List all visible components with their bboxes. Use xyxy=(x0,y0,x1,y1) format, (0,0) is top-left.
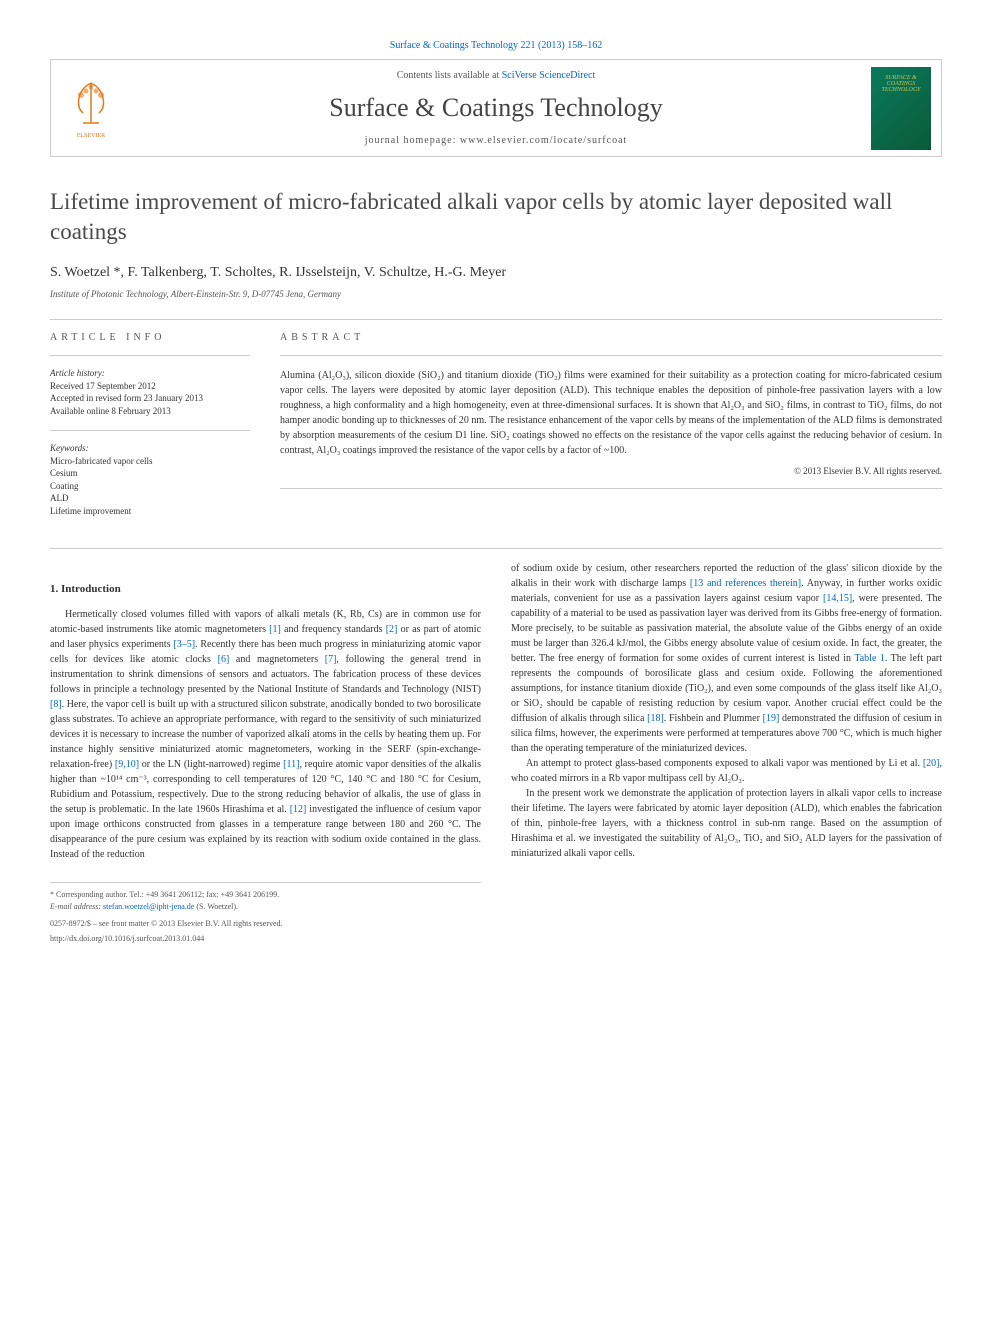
authors-text: S. Woetzel *, F. Talkenberg, T. Scholtes… xyxy=(50,265,506,280)
divider xyxy=(280,355,942,356)
divider xyxy=(50,548,942,549)
ref-link[interactable]: [14,15] xyxy=(823,593,852,604)
history-label: Article history: xyxy=(50,368,250,378)
ref-link[interactable]: [7] xyxy=(325,654,337,665)
contents-available-line: Contents lists available at SciVerse Sci… xyxy=(131,70,861,81)
abstract-copyright: © 2013 Elsevier B.V. All rights reserved… xyxy=(280,466,942,476)
ref-link[interactable]: [13 and references therein] xyxy=(690,578,801,589)
online-date: Available online 8 February 2013 xyxy=(50,406,171,416)
info-abstract-row: ARTICLE INFO Article history: Received 1… xyxy=(50,332,942,528)
article-history: Received 17 September 2012 Accepted in r… xyxy=(50,380,250,418)
text: and magnetometers xyxy=(229,654,324,665)
intro-paragraph-2: An attempt to protect glass-based compon… xyxy=(511,756,942,786)
abstract-text: Alumina (Al₂O₃), silicon dioxide (SiO₂) … xyxy=(280,368,942,458)
abstract-heading: ABSTRACT xyxy=(280,332,942,343)
keyword: ALD xyxy=(50,493,69,503)
email-label: E-mail address: xyxy=(50,902,103,911)
journal-name: Surface & Coatings Technology xyxy=(131,93,861,123)
keyword: Coating xyxy=(50,481,79,491)
text: An attempt to protect glass-based compon… xyxy=(526,758,923,769)
sciencedirect-link[interactable]: SciVerse ScienceDirect xyxy=(502,70,596,81)
intro-paragraph-3: In the present work we demonstrate the a… xyxy=(511,786,942,861)
publisher-logo-area: ELSEVIER xyxy=(51,63,131,153)
article-title: Lifetime improvement of micro-fabricated… xyxy=(50,187,942,247)
doi-line: http://dx.doi.org/10.1016/j.surfcoat.201… xyxy=(50,934,942,943)
divider xyxy=(280,488,942,489)
ref-link[interactable]: [11] xyxy=(283,759,299,770)
divider xyxy=(50,430,250,431)
journal-cover-area: SURFACE & COATINGS TECHNOLOGY xyxy=(861,63,941,153)
affiliation: Institute of Photonic Technology, Albert… xyxy=(50,289,942,299)
ref-link[interactable]: [20] xyxy=(923,758,940,769)
header-center: Contents lists available at SciVerse Sci… xyxy=(131,60,861,156)
text: . Fishbein and Plummer xyxy=(664,713,763,724)
ref-link[interactable]: [18] xyxy=(647,713,664,724)
abstract-column: ABSTRACT Alumina (Al₂O₃), silicon dioxid… xyxy=(280,332,942,528)
keyword: Micro-fabricated vapor cells xyxy=(50,456,152,466)
keyword: Lifetime improvement xyxy=(50,506,131,516)
body-two-column: 1. Introduction Hermetically closed volu… xyxy=(50,561,942,914)
ref-link[interactable]: [3–5] xyxy=(173,639,195,650)
table-link[interactable]: Table 1 xyxy=(854,653,885,664)
body-column-right: of sodium oxide by cesium, other researc… xyxy=(511,561,942,914)
text: or the LN (light-narrowed) regime xyxy=(139,759,283,770)
ref-link[interactable]: [12] xyxy=(290,804,307,815)
section-1-heading: 1. Introduction xyxy=(50,581,481,598)
intro-paragraph-1: Hermetically closed volumes filled with … xyxy=(50,607,481,862)
text: and frequency standards xyxy=(281,624,386,635)
ref-link[interactable]: [8] xyxy=(50,699,62,710)
article-info-heading: ARTICLE INFO xyxy=(50,332,250,343)
accepted-date: Accepted in revised form 23 January 2013 xyxy=(50,393,203,403)
body-column-left: 1. Introduction Hermetically closed volu… xyxy=(50,561,481,914)
contents-prefix: Contents lists available at xyxy=(397,70,502,81)
article-info-column: ARTICLE INFO Article history: Received 1… xyxy=(50,332,250,528)
ref-link[interactable]: [6] xyxy=(218,654,230,665)
email-line: E-mail address: stefan.woetzel@ipht-jena… xyxy=(50,901,481,913)
intro-paragraph-1-cont: of sodium oxide by cesium, other researc… xyxy=(511,561,942,756)
ref-link[interactable]: [19] xyxy=(763,713,780,724)
corresponding-author-footer: * Corresponding author. Tel.: +49 3641 2… xyxy=(50,882,481,913)
svg-text:ELSEVIER: ELSEVIER xyxy=(77,133,105,139)
divider xyxy=(50,319,942,320)
keywords-list: Micro-fabricated vapor cells Cesium Coat… xyxy=(50,455,250,518)
ref-link[interactable]: [2] xyxy=(386,624,398,635)
author-list: S. Woetzel *, F. Talkenberg, T. Scholtes… xyxy=(50,265,942,281)
ref-link[interactable]: [1] xyxy=(269,624,281,635)
journal-homepage: journal homepage: www.elsevier.com/locat… xyxy=(131,135,861,146)
journal-citation-top[interactable]: Surface & Coatings Technology 221 (2013)… xyxy=(50,40,942,51)
journal-cover-thumbnail-icon: SURFACE & COATINGS TECHNOLOGY xyxy=(871,67,931,150)
ref-link[interactable]: [9,10] xyxy=(115,759,139,770)
elsevier-tree-logo-icon: ELSEVIER xyxy=(61,73,121,143)
divider xyxy=(50,355,250,356)
keyword: Cesium xyxy=(50,468,78,478)
email-suffix: (S. Woetzel). xyxy=(194,902,238,911)
issn-copyright-line: 0257-8972/$ – see front matter © 2013 El… xyxy=(50,919,942,928)
journal-header: ELSEVIER Contents lists available at Sci… xyxy=(50,59,942,157)
corresp-line: * Corresponding author. Tel.: +49 3641 2… xyxy=(50,889,481,901)
keywords-label: Keywords: xyxy=(50,443,250,453)
received-date: Received 17 September 2012 xyxy=(50,381,156,391)
doi-link[interactable]: http://dx.doi.org/10.1016/j.surfcoat.201… xyxy=(50,934,204,943)
author-email-link[interactable]: stefan.woetzel@ipht-jena.de xyxy=(103,902,194,911)
